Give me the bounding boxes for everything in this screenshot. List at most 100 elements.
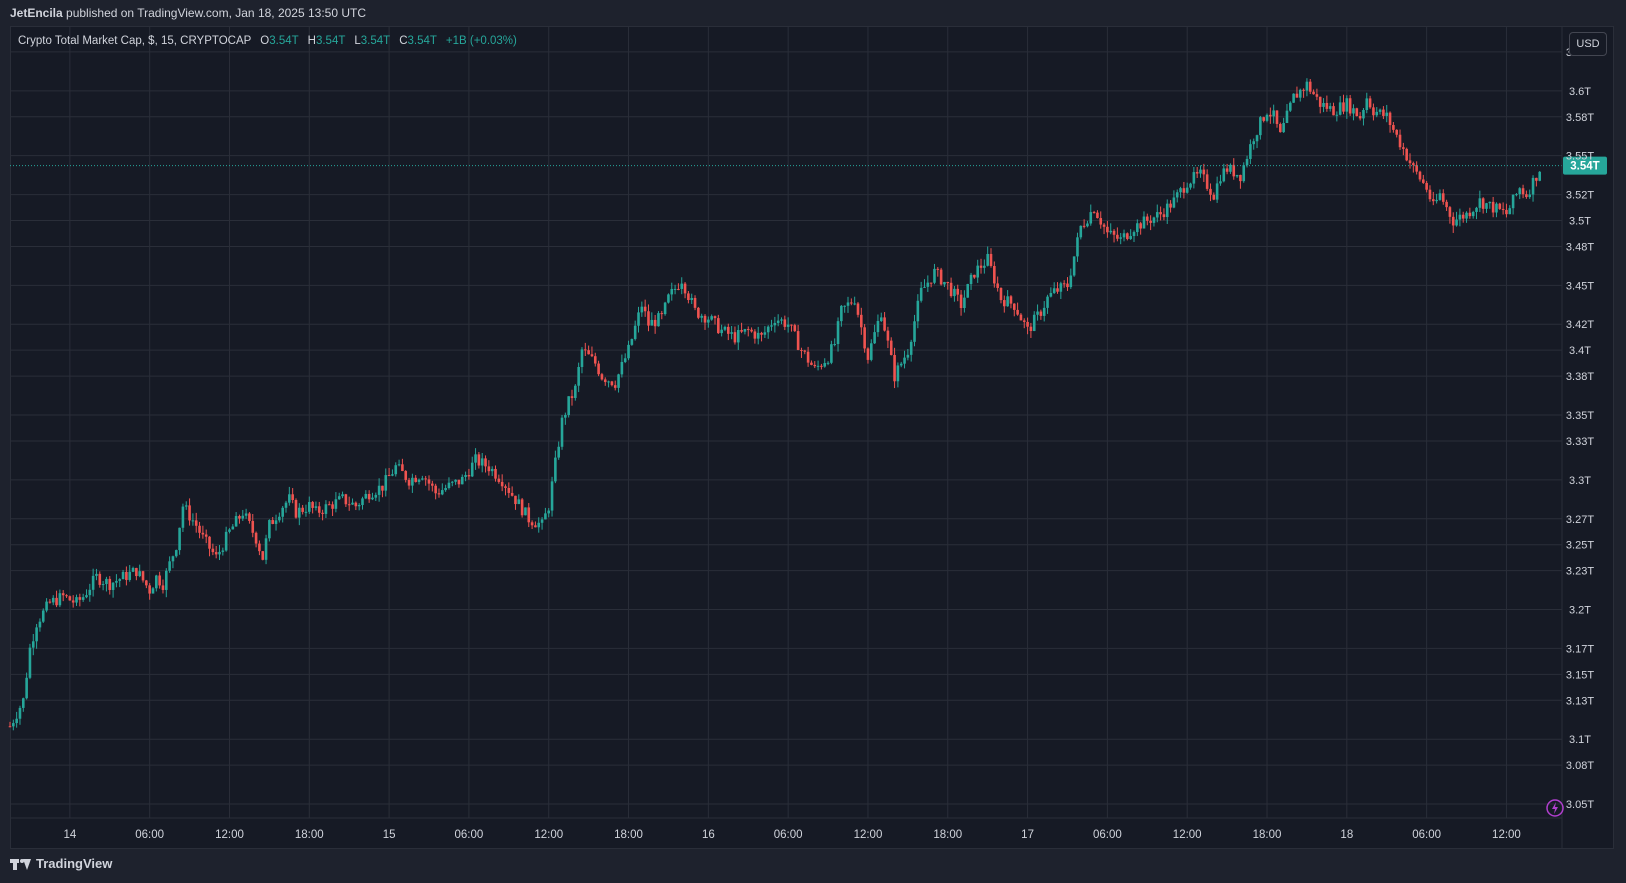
x-tick-label: 06:00	[1412, 829, 1441, 841]
candle-body	[1029, 326, 1033, 331]
candle	[756, 326, 760, 345]
candle-body	[474, 454, 477, 463]
candle	[1285, 104, 1289, 124]
candle	[1056, 282, 1059, 294]
candle	[1225, 163, 1229, 175]
candle	[726, 323, 730, 341]
y-tick-label: 3.1T	[1569, 734, 1591, 746]
candle	[1332, 102, 1335, 116]
candle-body	[1006, 296, 1009, 307]
candle	[1269, 107, 1272, 124]
candle	[1385, 104, 1389, 123]
x-tick-label: 06:00	[1093, 829, 1122, 841]
candle-body	[401, 464, 404, 472]
candle-body	[284, 502, 288, 508]
candle	[417, 478, 421, 485]
candle	[1412, 161, 1415, 173]
candle	[18, 705, 22, 725]
y-tick-label: 3.3T	[1569, 475, 1591, 487]
x-tick-label: 17	[1021, 829, 1034, 841]
candle-body	[1215, 183, 1219, 200]
lightning-icon[interactable]	[1546, 799, 1564, 817]
close-label: C	[399, 35, 408, 47]
candle-body	[1298, 89, 1302, 98]
candle-body	[381, 485, 384, 491]
x-tick-label: 12:00	[1173, 829, 1202, 841]
candle	[1392, 121, 1395, 133]
candle-body	[311, 502, 314, 508]
candle	[304, 504, 308, 517]
candle	[401, 458, 404, 472]
candle	[441, 483, 444, 496]
change-value: +1B (+0.03%)	[445, 35, 517, 47]
candle-body	[208, 536, 211, 549]
candle-body	[1272, 110, 1275, 117]
candle-body	[540, 519, 544, 523]
candle-body	[766, 326, 770, 333]
candle-body	[726, 326, 730, 334]
candle	[494, 465, 497, 482]
candle	[78, 593, 82, 607]
candle	[148, 583, 151, 600]
candle-body	[773, 322, 777, 326]
candle-body	[580, 349, 584, 367]
candle	[470, 456, 474, 478]
candle	[98, 571, 102, 588]
candle	[730, 325, 733, 340]
candle	[307, 496, 311, 514]
candle	[1382, 106, 1385, 120]
candle-body	[826, 362, 830, 364]
currency-button[interactable]: USD	[1569, 32, 1607, 56]
candle	[527, 503, 531, 528]
candle-body	[61, 593, 65, 596]
candle	[1239, 174, 1242, 189]
candle	[680, 277, 684, 295]
candle	[234, 512, 238, 527]
chart-grid	[10, 27, 1562, 818]
candle	[384, 468, 388, 497]
candle-body	[171, 556, 175, 562]
candle-body	[1086, 223, 1089, 227]
candle	[85, 589, 88, 599]
publish-header: JetEncila published on TradingView.com, …	[0, 0, 1626, 26]
candle-body	[560, 417, 564, 447]
candle-body	[776, 320, 780, 323]
candle-body	[600, 374, 604, 380]
candle	[278, 512, 281, 523]
candle-body	[12, 723, 15, 727]
candle-body	[424, 478, 427, 480]
candle	[1012, 303, 1016, 317]
candle	[1531, 175, 1535, 202]
candle-body	[1239, 174, 1242, 182]
candle	[1142, 211, 1146, 229]
candle-body	[567, 396, 570, 416]
candle-body	[128, 571, 132, 580]
candle-body	[1089, 212, 1093, 224]
candle-body	[35, 627, 38, 642]
candle-body	[683, 283, 687, 294]
candle-body	[71, 600, 75, 603]
candle-body	[730, 332, 733, 334]
candle-body	[1175, 192, 1179, 198]
candle	[1455, 211, 1458, 227]
candle	[1169, 200, 1172, 213]
candle-body	[979, 265, 983, 268]
candle	[823, 358, 827, 368]
candle-body	[191, 520, 195, 522]
candle	[1222, 163, 1226, 183]
author-name[interactable]: JetEncila	[10, 6, 63, 20]
candle	[989, 248, 993, 268]
candle	[1052, 282, 1056, 295]
y-tick-label: 3.45T	[1566, 280, 1594, 292]
candle-body	[800, 349, 803, 351]
candle-body	[1392, 125, 1395, 130]
candle-body	[693, 297, 697, 308]
tradingview-footer[interactable]: TradingView	[10, 856, 112, 871]
candle-body	[8, 726, 12, 728]
symbol-title[interactable]: Crypto Total Market Cap, $, 15, CRYPTOCA…	[18, 35, 252, 47]
candle-body	[314, 506, 318, 508]
candle	[1395, 129, 1399, 138]
candle	[786, 317, 790, 333]
candle-body	[786, 324, 790, 327]
